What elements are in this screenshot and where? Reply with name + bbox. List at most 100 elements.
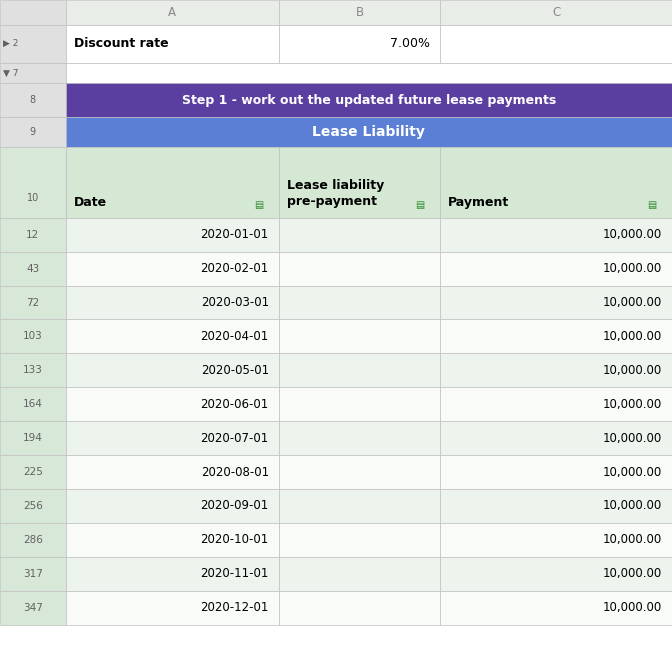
FancyBboxPatch shape	[66, 353, 279, 387]
Text: B: B	[355, 6, 364, 19]
Text: 10,000.00: 10,000.00	[603, 601, 662, 614]
Text: ▤: ▤	[647, 200, 657, 210]
FancyBboxPatch shape	[279, 523, 440, 557]
FancyBboxPatch shape	[0, 63, 66, 83]
Text: ▼ 7: ▼ 7	[3, 68, 18, 78]
FancyBboxPatch shape	[279, 319, 440, 353]
Text: 2020-08-01: 2020-08-01	[201, 466, 269, 479]
Text: 10,000.00: 10,000.00	[603, 398, 662, 411]
Text: 2020-10-01: 2020-10-01	[200, 533, 269, 546]
FancyBboxPatch shape	[66, 286, 279, 319]
FancyBboxPatch shape	[440, 147, 672, 218]
FancyBboxPatch shape	[279, 218, 440, 252]
FancyBboxPatch shape	[279, 591, 440, 625]
Text: 7.00%: 7.00%	[390, 37, 430, 50]
FancyBboxPatch shape	[440, 421, 672, 455]
FancyBboxPatch shape	[279, 421, 440, 455]
Text: 2020-04-01: 2020-04-01	[200, 330, 269, 343]
Text: 10,000.00: 10,000.00	[603, 432, 662, 445]
Text: 286: 286	[23, 535, 43, 545]
FancyBboxPatch shape	[440, 523, 672, 557]
Text: Payment: Payment	[448, 196, 509, 209]
FancyBboxPatch shape	[66, 591, 279, 625]
FancyBboxPatch shape	[279, 25, 440, 63]
FancyBboxPatch shape	[440, 455, 672, 489]
Text: Step 1 - work out the updated future lease payments: Step 1 - work out the updated future lea…	[182, 94, 556, 107]
FancyBboxPatch shape	[0, 489, 66, 523]
FancyBboxPatch shape	[0, 252, 66, 286]
Text: 10,000.00: 10,000.00	[603, 330, 662, 343]
FancyBboxPatch shape	[66, 455, 279, 489]
Text: 43: 43	[26, 263, 40, 274]
FancyBboxPatch shape	[440, 0, 672, 25]
Text: 10,000.00: 10,000.00	[603, 567, 662, 580]
Text: 2020-06-01: 2020-06-01	[200, 398, 269, 411]
FancyBboxPatch shape	[66, 557, 279, 591]
FancyBboxPatch shape	[66, 83, 672, 117]
FancyBboxPatch shape	[0, 591, 66, 625]
FancyBboxPatch shape	[440, 286, 672, 319]
FancyBboxPatch shape	[0, 353, 66, 387]
Text: 2020-11-01: 2020-11-01	[200, 567, 269, 580]
Text: 2020-09-01: 2020-09-01	[200, 499, 269, 512]
FancyBboxPatch shape	[66, 25, 279, 63]
FancyBboxPatch shape	[0, 147, 66, 218]
FancyBboxPatch shape	[66, 252, 279, 286]
FancyBboxPatch shape	[440, 591, 672, 625]
FancyBboxPatch shape	[0, 523, 66, 557]
FancyBboxPatch shape	[279, 252, 440, 286]
FancyBboxPatch shape	[0, 218, 66, 252]
Text: 256: 256	[23, 501, 43, 511]
Text: 10,000.00: 10,000.00	[603, 296, 662, 309]
Text: 2020-07-01: 2020-07-01	[200, 432, 269, 445]
FancyBboxPatch shape	[0, 286, 66, 319]
Text: ▶ 2: ▶ 2	[3, 39, 18, 48]
FancyBboxPatch shape	[440, 353, 672, 387]
FancyBboxPatch shape	[440, 557, 672, 591]
Text: 10,000.00: 10,000.00	[603, 533, 662, 546]
Text: 10,000.00: 10,000.00	[603, 262, 662, 275]
Text: Discount rate: Discount rate	[74, 37, 169, 50]
Text: 317: 317	[23, 569, 43, 579]
Text: 2020-03-01: 2020-03-01	[201, 296, 269, 309]
FancyBboxPatch shape	[66, 489, 279, 523]
Text: 72: 72	[26, 297, 40, 308]
FancyBboxPatch shape	[279, 387, 440, 421]
FancyBboxPatch shape	[66, 421, 279, 455]
Text: Date: Date	[74, 196, 107, 209]
FancyBboxPatch shape	[279, 557, 440, 591]
Text: 10,000.00: 10,000.00	[603, 466, 662, 479]
FancyBboxPatch shape	[66, 63, 672, 83]
Text: 194: 194	[23, 433, 43, 443]
Text: 2020-05-01: 2020-05-01	[201, 364, 269, 377]
Text: 10,000.00: 10,000.00	[603, 499, 662, 512]
FancyBboxPatch shape	[440, 25, 672, 63]
FancyBboxPatch shape	[0, 83, 66, 117]
FancyBboxPatch shape	[66, 147, 279, 218]
Text: ▤: ▤	[254, 200, 263, 210]
FancyBboxPatch shape	[0, 319, 66, 353]
Text: 2020-01-01: 2020-01-01	[200, 228, 269, 241]
FancyBboxPatch shape	[0, 421, 66, 455]
FancyBboxPatch shape	[0, 387, 66, 421]
FancyBboxPatch shape	[66, 218, 279, 252]
Text: 8: 8	[30, 95, 36, 106]
FancyBboxPatch shape	[440, 252, 672, 286]
Text: 103: 103	[23, 331, 43, 342]
FancyBboxPatch shape	[0, 455, 66, 489]
FancyBboxPatch shape	[279, 489, 440, 523]
Text: 347: 347	[23, 602, 43, 613]
Text: 10,000.00: 10,000.00	[603, 364, 662, 377]
FancyBboxPatch shape	[440, 319, 672, 353]
FancyBboxPatch shape	[279, 455, 440, 489]
FancyBboxPatch shape	[66, 387, 279, 421]
FancyBboxPatch shape	[66, 0, 279, 25]
Text: 10,000.00: 10,000.00	[603, 228, 662, 241]
Text: 12: 12	[26, 230, 40, 240]
Text: Lease Liability: Lease Liability	[312, 125, 425, 140]
FancyBboxPatch shape	[0, 0, 66, 25]
Text: 2020-12-01: 2020-12-01	[200, 601, 269, 614]
FancyBboxPatch shape	[440, 387, 672, 421]
FancyBboxPatch shape	[0, 117, 66, 147]
FancyBboxPatch shape	[0, 25, 66, 63]
